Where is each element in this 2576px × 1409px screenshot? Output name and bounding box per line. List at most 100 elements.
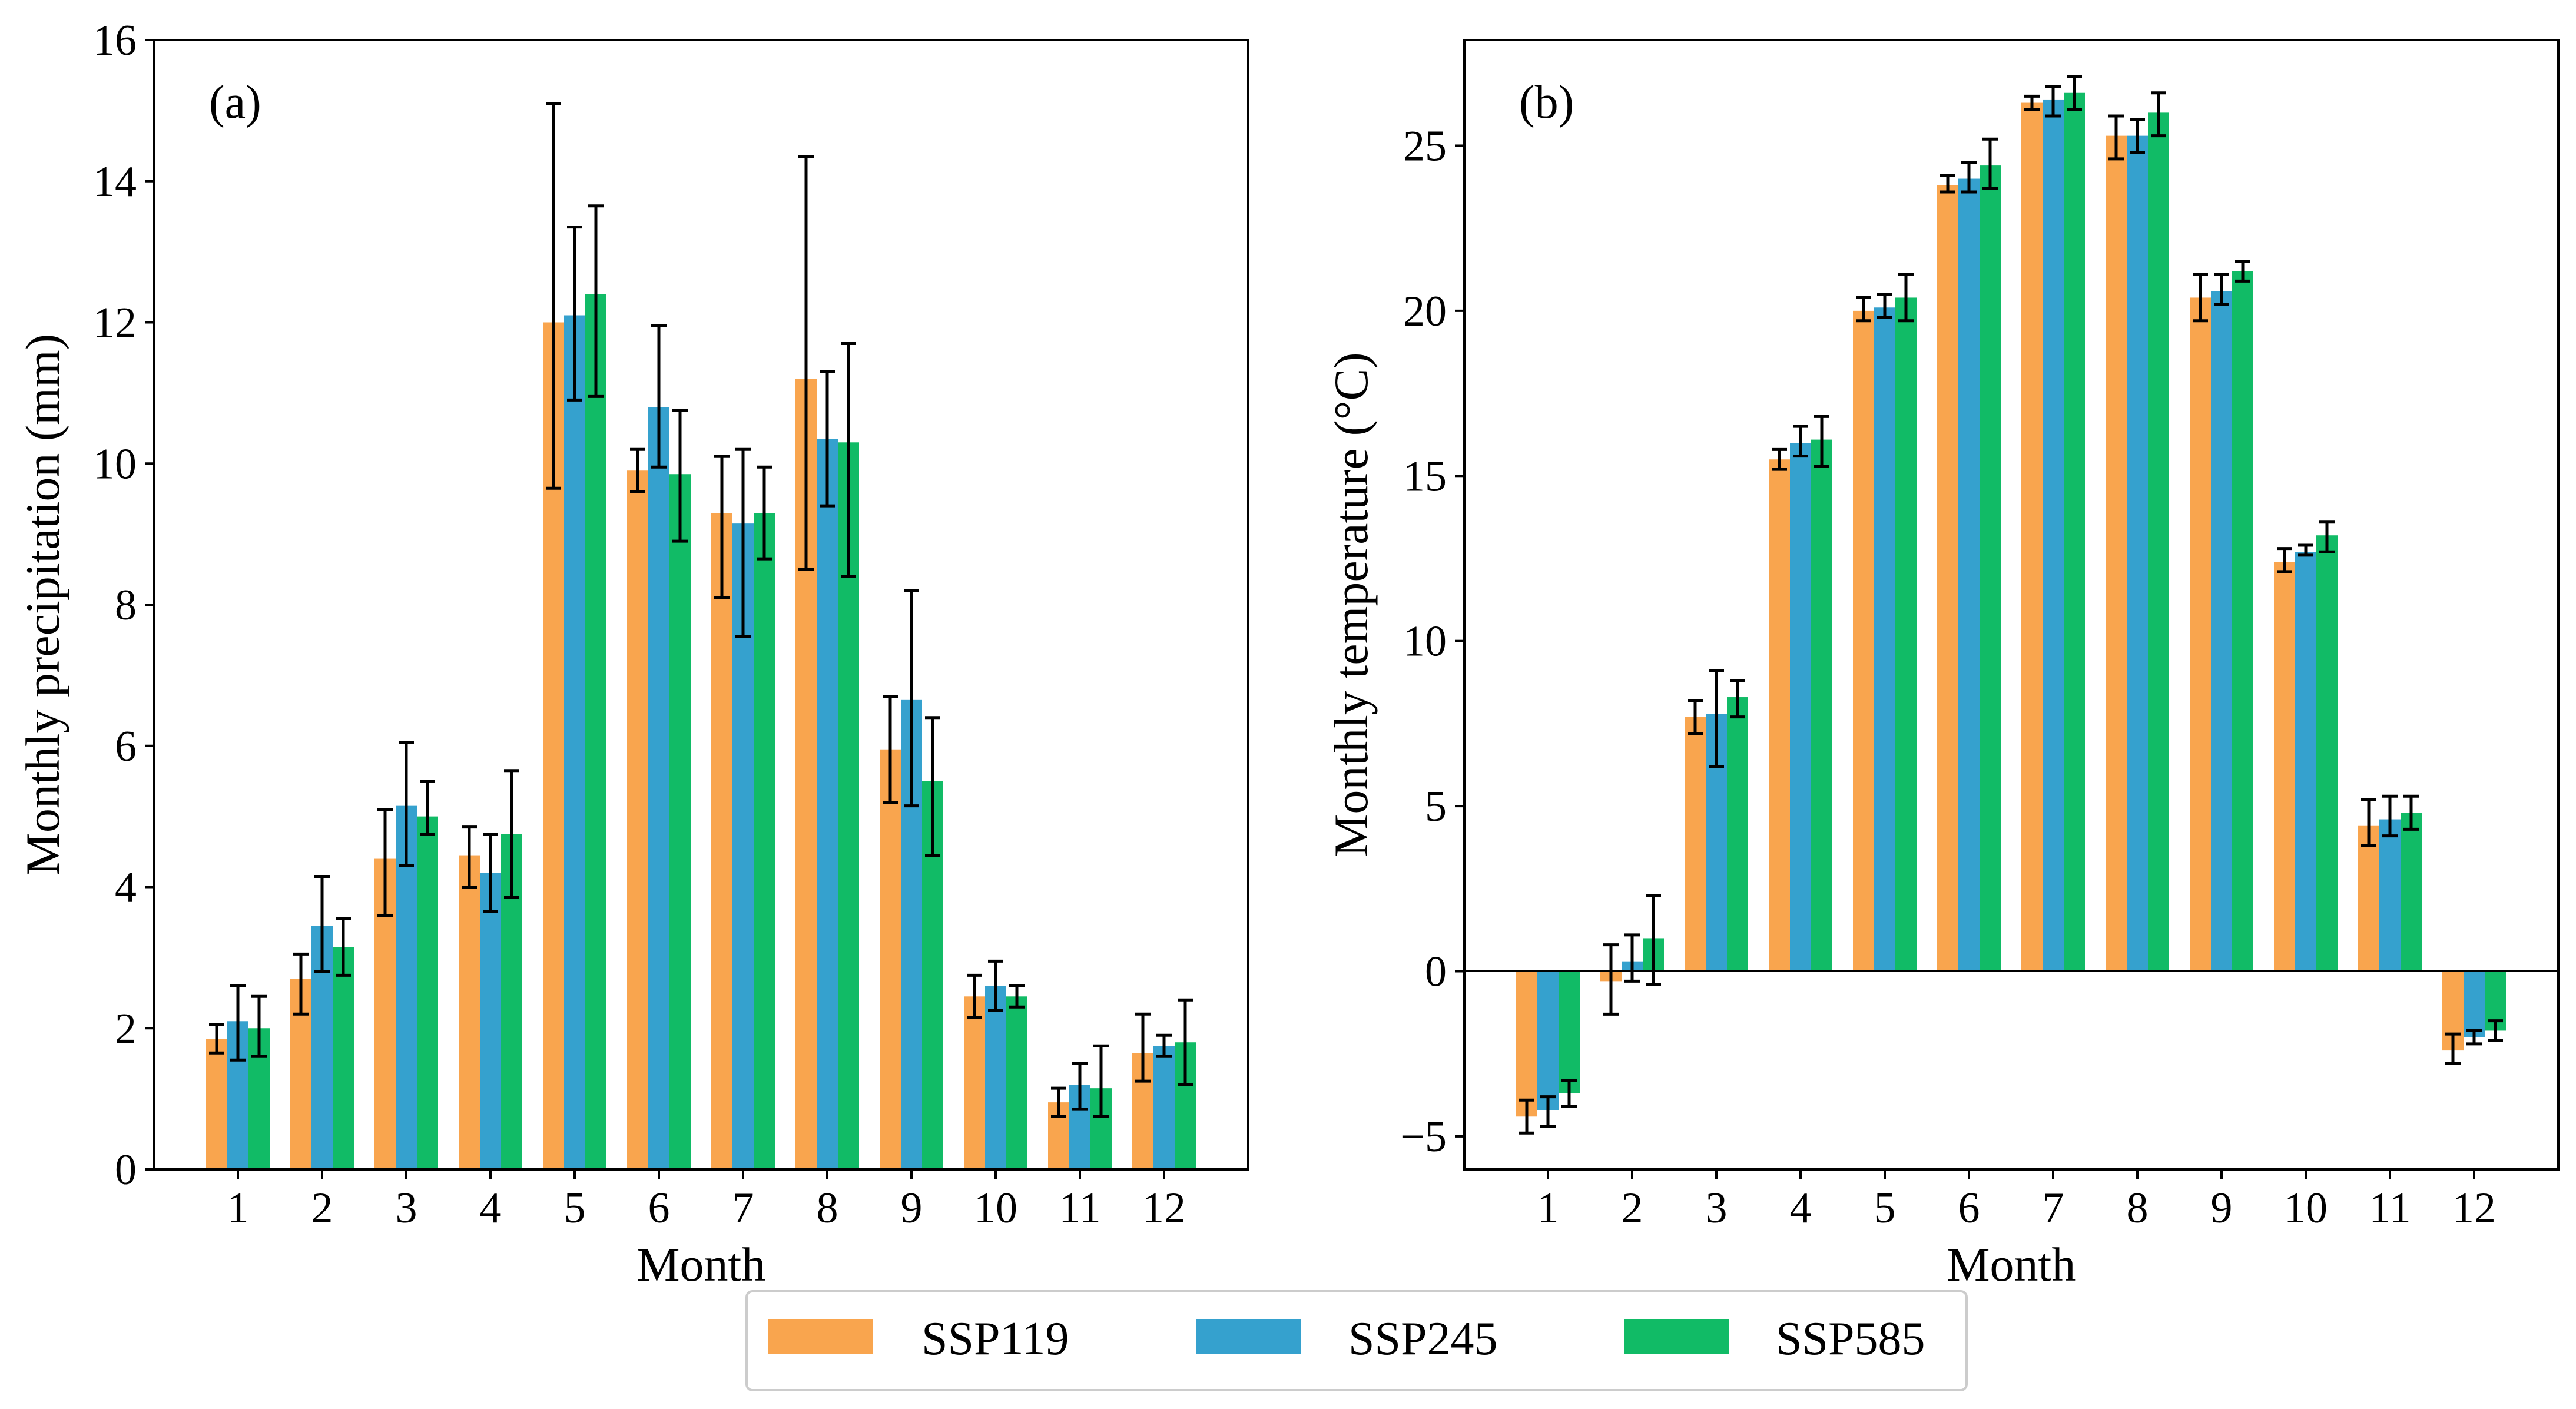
x-axis-label-b: Month — [1947, 1238, 2076, 1291]
bar-ssp245-month-4 — [1790, 443, 1811, 972]
y-tick-label-14: 14 — [93, 158, 137, 206]
x-tick-label-9: 9 — [901, 1184, 923, 1232]
y-tick-label--5: −5 — [1400, 1113, 1447, 1161]
bar-ssp119-month-10 — [964, 996, 985, 1169]
bar-ssp585-month-8 — [2148, 112, 2169, 972]
x-tick-label-4: 4 — [1790, 1184, 1812, 1232]
bar-ssp585-month-5 — [585, 294, 606, 1169]
bar-ssp119-month-11 — [2358, 825, 2379, 972]
error-bars-b — [1519, 75, 2503, 1135]
x-tick-label-10: 10 — [2284, 1184, 2328, 1232]
x-axis-label-a: Month — [637, 1238, 766, 1291]
bar-ssp585-month-7 — [754, 513, 775, 1169]
bar-ssp245-month-12 — [1153, 1046, 1175, 1169]
x-tick-label-9: 9 — [2211, 1184, 2233, 1232]
bar-ssp119-month-6 — [1937, 185, 1958, 972]
x-tick-label-5: 5 — [1874, 1184, 1896, 1232]
bar-ssp245-month-10 — [985, 986, 1006, 1169]
bar-ssp245-month-9 — [2211, 291, 2232, 972]
bar-ssp245-month-7 — [2043, 99, 2064, 972]
y-tick-label-6: 6 — [115, 722, 137, 771]
legend-box — [745, 1290, 1968, 1391]
bar-ssp245-month-6 — [1958, 178, 1980, 972]
y-tick-label-16: 16 — [93, 16, 137, 65]
x-tick-label-1: 1 — [227, 1184, 249, 1232]
bar-ssp585-month-11 — [2401, 813, 2422, 972]
bars-a — [206, 294, 1196, 1170]
bar-ssp585-month-10 — [1006, 996, 1027, 1169]
error-bars-a — [209, 102, 1193, 1118]
y-tick-label-10: 10 — [93, 440, 137, 488]
x-tick-label-3: 3 — [1706, 1184, 1728, 1232]
x-tick-label-1: 1 — [1537, 1184, 1559, 1232]
bar-ssp585-month-6 — [1980, 165, 2001, 972]
x-tick-label-7: 7 — [2043, 1184, 2064, 1232]
x-tick-label-6: 6 — [648, 1184, 670, 1232]
bar-ssp245-month-12 — [2464, 971, 2485, 1037]
legend-swatch-ssp585 — [1624, 1319, 1729, 1354]
y-tick-label-25: 25 — [1403, 122, 1447, 170]
bar-ssp119-month-9 — [880, 749, 901, 1169]
bar-ssp585-month-3 — [1727, 697, 1748, 972]
bar-ssp585-month-7 — [2064, 92, 2085, 972]
bars-b — [1516, 92, 2506, 1117]
legend: SSP119 SSP245 SSP585 — [745, 1290, 1968, 1391]
bar-ssp245-month-11 — [2379, 819, 2401, 972]
x-tick-label-12: 12 — [2452, 1184, 2496, 1232]
x-tick-label-8: 8 — [2127, 1184, 2149, 1232]
x-tick-label-7: 7 — [732, 1184, 754, 1232]
bar-ssp585-month-6 — [669, 474, 691, 1170]
y-tick-label-5: 5 — [1425, 783, 1447, 831]
bar-ssp585-month-4 — [1811, 439, 1832, 972]
y-tick-label-10: 10 — [1403, 618, 1447, 666]
y-tick-label-12: 12 — [93, 299, 137, 347]
bar-ssp245-month-8 — [2127, 135, 2148, 972]
bar-ssp245-month-6 — [648, 407, 669, 1169]
bar-ssp119-month-10 — [2274, 562, 2295, 972]
legend-label-ssp245: SSP245 — [1348, 1313, 1497, 1365]
bar-ssp119-month-3 — [1685, 717, 1706, 972]
bar-ssp119-month-1 — [206, 1039, 227, 1169]
legend-swatch-ssp245 — [1196, 1319, 1301, 1354]
legend-label-ssp119: SSP119 — [921, 1313, 1069, 1365]
y-tick-label-20: 20 — [1403, 287, 1447, 336]
bar-ssp245-month-5 — [1874, 307, 1895, 972]
bar-ssp245-month-1 — [1537, 971, 1559, 1110]
x-tick-label-5: 5 — [564, 1184, 586, 1232]
axes-frame-a — [153, 39, 1249, 1171]
x-tick-label-8: 8 — [817, 1184, 838, 1232]
x-tick-label-12: 12 — [1142, 1184, 1186, 1232]
bar-ssp585-month-3 — [417, 816, 438, 1169]
panel-label-b: (b) — [1519, 77, 1574, 128]
bar-ssp119-month-6 — [627, 470, 648, 1169]
panel-label-a: (a) — [209, 77, 261, 128]
y-tick-label-2: 2 — [115, 1004, 137, 1053]
x-tick-label-4: 4 — [480, 1184, 502, 1232]
y-axis-label-b: Monthly temperature (°C) — [1324, 352, 1378, 857]
legend-label-ssp585: SSP585 — [1776, 1313, 1925, 1365]
bar-ssp119-month-4 — [1769, 459, 1790, 972]
bar-ssp245-month-10 — [2295, 552, 2316, 972]
bar-ssp585-month-2 — [333, 947, 354, 1169]
bar-ssp119-month-1 — [1516, 971, 1537, 1117]
bar-ssp585-month-9 — [2232, 271, 2253, 972]
bar-ssp245-month-5 — [564, 315, 585, 1170]
x-tick-label-11: 11 — [2369, 1184, 2411, 1232]
bar-ssp119-month-4 — [459, 855, 480, 1169]
x-tick-label-11: 11 — [1059, 1184, 1100, 1232]
y-tick-label-0: 0 — [115, 1146, 137, 1194]
y-tick-label-0: 0 — [1425, 948, 1447, 996]
x-tick-label-10: 10 — [974, 1184, 1017, 1232]
bar-ssp585-month-10 — [2316, 535, 2338, 972]
legend-swatch-ssp119 — [768, 1319, 873, 1354]
bar-ssp245-month-8 — [817, 439, 838, 1170]
axes-frame-b — [1463, 39, 2560, 1171]
bar-ssp119-month-8 — [2106, 135, 2127, 972]
x-tick-label-2: 2 — [1622, 1184, 1643, 1232]
bar-ssp245-month-4 — [480, 873, 501, 1169]
